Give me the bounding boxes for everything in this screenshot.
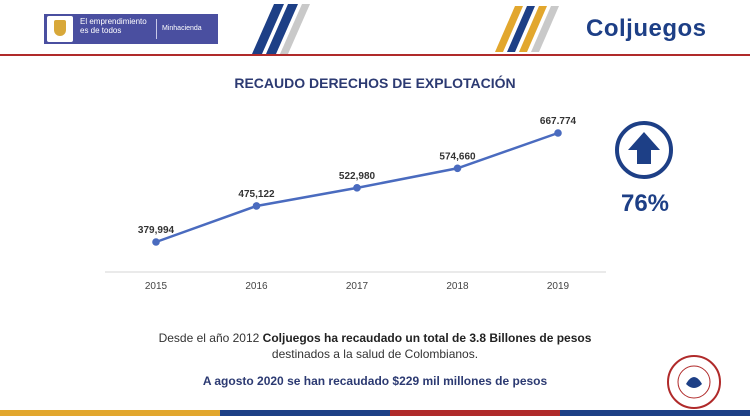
summary-suffix: destinados a la salud de Colombianos. [271,347,479,361]
x-tick-label: 2019 [547,281,570,292]
data-point [353,184,361,192]
data-label: 574,660 [439,151,476,162]
data-point [152,238,160,246]
data-label: 475,122 [238,189,275,200]
data-point [453,164,462,173]
data-label: 667.774 [540,116,577,127]
government-banner [44,14,218,44]
data-label: 522,980 [339,171,376,182]
growth-percent: 76% [620,190,670,217]
legal-gaming-seal-icon [667,355,721,415]
summary-note: Desde el año 2012 Coljuegos ha recaudado… [0,330,750,362]
x-tick-label: 2018 [446,281,469,292]
colombia-shield-icon [47,16,73,42]
brand-logo: Coljuegos [586,15,707,43]
gov-slogan: El emprendimiento es de todos [80,17,147,35]
decorative-stripes-left [252,4,310,54]
brand-name: Coljuegos [586,15,707,42]
data-label: 379,994 [138,225,175,236]
x-tick-label: 2017 [346,281,369,292]
x-tick-label: 2015 [145,281,168,292]
data-point [252,202,261,210]
summary-highlight: Coljuegos ha recaudado un total de 3.8 B… [262,331,592,345]
august-note: A agosto 2020 se han recaudado $229 mil … [202,374,548,388]
summary-prefix: Desde el año 2012 [158,331,263,345]
ministry-label: Minhacienda [162,25,202,32]
arrow-up-icon [615,121,673,179]
header-divider [0,54,750,56]
x-tick-label: 2016 [245,281,268,292]
gov-separator [156,19,157,39]
data-point [554,129,562,137]
brand-stripes-icon [495,6,559,52]
footer-bar [0,410,750,416]
chart-title: RECAUDO DERECHOS DE EXPLOTACIÓN [234,75,516,91]
